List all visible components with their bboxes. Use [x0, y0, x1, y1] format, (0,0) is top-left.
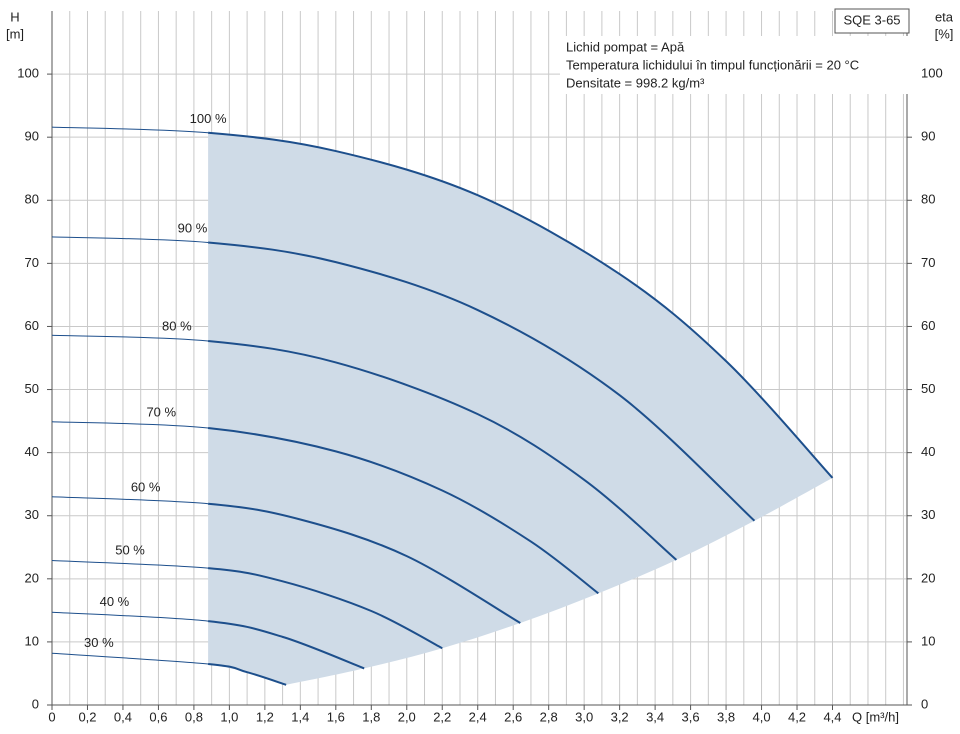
x-tick-label: 2,8 — [540, 709, 558, 724]
y-tick-label: 80 — [25, 192, 39, 207]
x-tick-label: 2,6 — [504, 709, 522, 724]
curve-label: 90 % — [178, 220, 208, 235]
x-tick-label: 4,4 — [823, 709, 841, 724]
curve-label: 50 % — [115, 543, 145, 558]
y2-tick-label: 90 — [921, 129, 935, 144]
curve — [208, 241, 756, 522]
x-tick-label: 3,2 — [611, 709, 629, 724]
y2-tick-label: 70 — [921, 255, 935, 270]
note: Temperatura lichidului în timpul funcțio… — [566, 57, 859, 72]
x-tick-label: 3,0 — [575, 709, 593, 724]
x-tick-label: 3,4 — [646, 709, 664, 724]
y2-tick-label: 60 — [921, 318, 935, 333]
note: Lichid pompat = Apă — [566, 39, 685, 54]
y-tick-label: 50 — [25, 381, 39, 396]
curve — [208, 567, 443, 650]
y-tick-label: 90 — [25, 129, 39, 144]
y-tick-label: 70 — [25, 255, 39, 270]
y-tick-label: 10 — [25, 633, 39, 648]
curve-label: 40 % — [100, 594, 130, 609]
x-tick-label: 3,6 — [682, 709, 700, 724]
curve — [208, 131, 834, 479]
curve-extension — [51, 126, 209, 134]
y2-axis-unit: [%] — [935, 26, 954, 41]
note: Densitate = 998.2 kg/m³ — [566, 75, 705, 90]
curve-label: 100 % — [190, 111, 227, 126]
x-tick-label: 0 — [48, 709, 55, 724]
x-tick-label: 2,4 — [469, 709, 487, 724]
x-tick-label: 0,4 — [114, 709, 132, 724]
x-tick-label: 4,2 — [788, 709, 806, 724]
x-tick-label: 1,6 — [327, 709, 345, 724]
y-tick-label: 40 — [25, 444, 39, 459]
x-tick-label: 1,4 — [291, 709, 309, 724]
x-tick-label: 1,0 — [220, 709, 238, 724]
curve-label: 60 % — [131, 479, 161, 494]
y-tick-label: 60 — [25, 318, 39, 333]
curve-label: 80 % — [162, 318, 192, 333]
curve — [207, 620, 365, 670]
curve-extension — [51, 421, 209, 429]
x-tick-label: 0,2 — [78, 709, 96, 724]
y2-tick-label: 40 — [921, 444, 935, 459]
x-tick-label: 3,8 — [717, 709, 735, 724]
y2-tick-label: 30 — [921, 507, 935, 522]
curve-label: 30 % — [84, 635, 114, 650]
y2-tick-label: 80 — [921, 192, 935, 207]
y2-tick-label: 0 — [921, 696, 928, 711]
y2-tick-label: 10 — [921, 633, 935, 648]
y2-axis-label: eta — [935, 9, 954, 24]
x-tick-label: 1,2 — [256, 709, 274, 724]
operating-range — [208, 132, 833, 685]
y2-tick-label: 50 — [921, 381, 935, 396]
curve-extension — [51, 652, 209, 665]
y-tick-label: 0 — [32, 696, 39, 711]
y-axis-label: H — [10, 9, 19, 24]
chart-title: SQE 3-65 — [843, 12, 900, 27]
x-tick-label: 0,6 — [149, 709, 167, 724]
x-tick-label: 0,8 — [185, 709, 203, 724]
curve — [208, 502, 521, 624]
x-tick-label: 2,0 — [398, 709, 416, 724]
plot — [51, 126, 834, 686]
curve — [208, 662, 287, 686]
y2-tick-label: 20 — [921, 570, 935, 585]
notes-box — [560, 36, 912, 94]
x-tick-label: 4,0 — [753, 709, 771, 724]
curve-label: 70 % — [146, 405, 176, 420]
x-tick-label: 2,2 — [433, 709, 451, 724]
y-tick-label: 100 — [17, 66, 39, 81]
y2-tick-label: 100 — [921, 66, 943, 81]
curve-extension — [51, 496, 209, 505]
y-tick-label: 20 — [25, 570, 39, 585]
curve — [208, 339, 678, 561]
y-axis-unit: [m] — [6, 26, 24, 41]
x-axis-label: Q [m³/h] — [852, 709, 899, 724]
curve-extension — [51, 334, 209, 342]
curve-extension — [51, 236, 209, 244]
x-tick-label: 1,8 — [362, 709, 380, 724]
curve-extension — [51, 611, 209, 622]
title-box — [834, 8, 910, 34]
curve — [207, 427, 599, 595]
curve-extension — [51, 560, 209, 569]
y-tick-label: 30 — [25, 507, 39, 522]
